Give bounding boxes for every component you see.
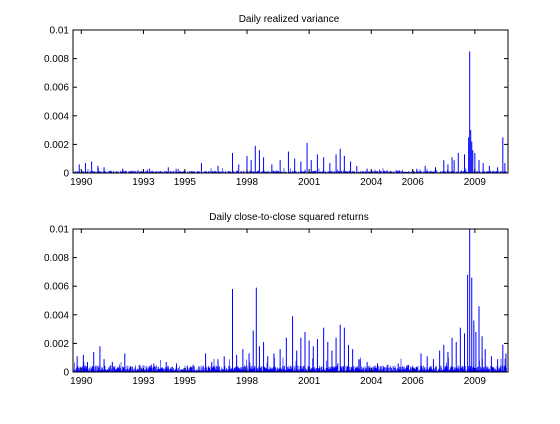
y-tick-label: 0.002 <box>44 339 69 350</box>
x-tick-label: 2001 <box>298 177 321 188</box>
x-tick-label: 1990 <box>70 376 93 387</box>
y-tick-label: 0.01 <box>50 26 70 37</box>
subplot-realized-variance: Daily realized variance 1990 1993 1995 1998… <box>44 14 509 188</box>
axes-box <box>72 29 509 174</box>
x-tick-label: 1995 <box>174 376 197 387</box>
chart-title: Daily realized variance <box>239 14 340 25</box>
ticks-layer: 1990 1993 1995 1998 2001 2004 2006 2009 0 0.002 0.… <box>44 26 508 188</box>
series-noise <box>73 168 507 173</box>
y-tick-label: 0.008 <box>44 54 69 65</box>
x-tick-label: 1993 <box>132 177 155 188</box>
x-tick-label: 2009 <box>464 177 487 188</box>
y-tick-label: 0.004 <box>44 310 69 321</box>
x-tick-label: 2006 <box>402 177 425 188</box>
x-tick-label: 2004 <box>360 177 383 188</box>
x-tick-label: 2001 <box>298 376 321 387</box>
x-tick-label: 2009 <box>464 376 487 387</box>
x-tick-label: 2006 <box>402 376 425 387</box>
y-tick-label: 0.004 <box>44 111 69 122</box>
series-layer <box>73 229 507 372</box>
x-tick-label: 1990 <box>70 177 93 188</box>
y-tick-label: 0.006 <box>44 83 69 94</box>
axes-box <box>72 228 509 373</box>
ticks-layer: 1990 1993 1995 1998 2001 2004 2006 2009 0 0.002 0.… <box>44 225 508 387</box>
series-layer <box>73 51 507 173</box>
y-tick-label: 0.01 <box>50 225 70 236</box>
x-tick-label: 1998 <box>236 376 259 387</box>
chart-title: Daily close-to-close squared returns <box>209 212 369 223</box>
y-tick-label: 0 <box>63 368 69 379</box>
subplot-squared-returns: Daily close-to-close squared returns 199… <box>44 212 509 387</box>
x-tick-label: 1995 <box>174 177 197 188</box>
y-tick-label: 0.006 <box>44 282 69 293</box>
x-tick-label: 1993 <box>132 376 155 387</box>
x-tick-label: 1998 <box>236 177 259 188</box>
y-tick-label: 0 <box>63 169 69 180</box>
y-tick-label: 0.002 <box>44 140 69 151</box>
x-tick-label: 2004 <box>360 376 383 387</box>
y-tick-label: 0.008 <box>44 253 69 264</box>
